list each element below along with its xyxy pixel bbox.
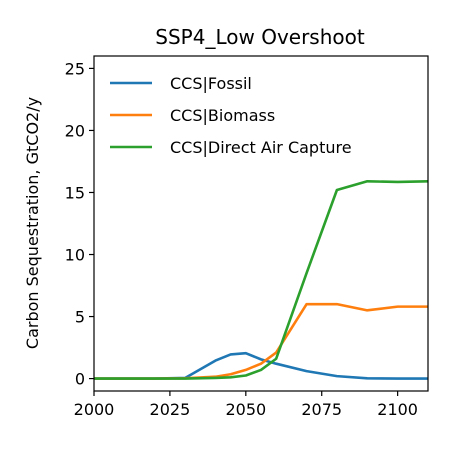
y-tick-label: 15 xyxy=(65,183,85,202)
series-line-ccs-direct-air-capture xyxy=(94,180,428,380)
x-tick-label: 2075 xyxy=(301,400,342,419)
x-tick-label: 2000 xyxy=(74,400,115,419)
series-group xyxy=(94,180,428,380)
x-tick-label: 2050 xyxy=(225,400,266,419)
x-tick-label: 2025 xyxy=(150,400,191,419)
legend-label: CCS|Direct Air Capture xyxy=(170,138,352,157)
y-tick-label: 5 xyxy=(75,308,85,327)
plot-frame xyxy=(93,55,429,392)
legend-label: CCS|Fossil xyxy=(170,74,252,93)
series-layer xyxy=(94,180,428,380)
y-axis-label: Carbon Sequestration, GtCO2/y xyxy=(23,97,42,349)
y-tick-label: 20 xyxy=(65,121,85,140)
legend: CCS|Fossil CCS|Biomass CCS|Direct Air Capt… xyxy=(110,74,352,157)
x-tick-label: 2100 xyxy=(377,400,418,419)
series-line-ccs-fossil xyxy=(94,351,428,380)
y-tick-label: 25 xyxy=(65,59,85,78)
y-tick-label: 0 xyxy=(75,370,85,389)
legend-label: CCS|Biomass xyxy=(170,106,275,125)
y-tick-label: 10 xyxy=(65,246,85,265)
chart-title: SSP4_Low Overshoot xyxy=(155,25,365,49)
series-line-ccs-biomass xyxy=(94,302,428,380)
